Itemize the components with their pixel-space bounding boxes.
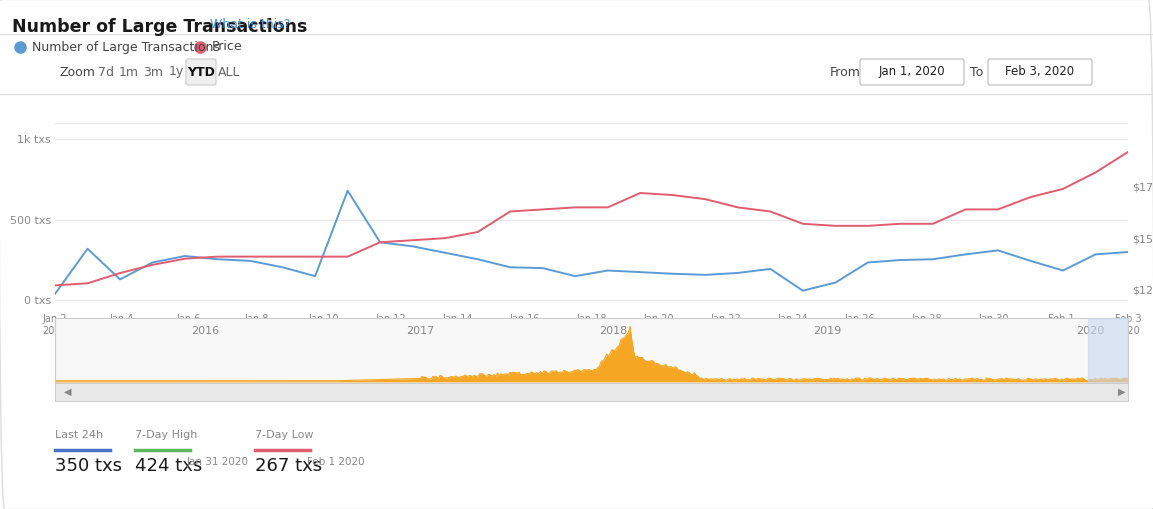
Text: Number of Large Transactions: Number of Large Transactions [32, 41, 220, 53]
Text: ◀: ◀ [63, 387, 71, 397]
Text: 7-Day Low: 7-Day Low [255, 430, 314, 440]
Text: Jan 1, 2020: Jan 1, 2020 [879, 66, 945, 78]
Text: Price: Price [212, 41, 242, 53]
Text: 2016: 2016 [191, 326, 219, 336]
FancyBboxPatch shape [988, 59, 1092, 85]
Bar [1088, 318, 1128, 383]
Text: Jan 31 2020: Jan 31 2020 [187, 457, 249, 467]
Text: ALL: ALL [218, 66, 240, 78]
Text: From: From [830, 66, 861, 78]
Text: ▶: ▶ [1118, 387, 1125, 397]
Text: Feb 1 2020: Feb 1 2020 [307, 457, 364, 467]
Text: YTD: YTD [187, 66, 214, 78]
FancyBboxPatch shape [860, 59, 964, 85]
Text: 2020: 2020 [1076, 326, 1105, 336]
Text: 7d: 7d [98, 66, 114, 78]
Text: Zoom: Zoom [60, 66, 96, 78]
Text: Last 24h: Last 24h [55, 430, 103, 440]
Text: 2018: 2018 [598, 326, 627, 336]
Text: 2017: 2017 [406, 326, 434, 336]
Text: 1y: 1y [168, 66, 183, 78]
Text: 3m: 3m [143, 66, 163, 78]
Text: 1m: 1m [119, 66, 140, 78]
FancyBboxPatch shape [186, 59, 216, 85]
Text: To: To [970, 66, 984, 78]
Text: 424 txs: 424 txs [135, 457, 202, 475]
Text: 267 txs: 267 txs [255, 457, 322, 475]
Text: Number of Large Transactions: Number of Large Transactions [12, 18, 308, 36]
Text: 2019: 2019 [813, 326, 842, 336]
Text: Feb 3, 2020: Feb 3, 2020 [1005, 66, 1075, 78]
Text: What is this?: What is this? [210, 18, 291, 31]
Text: 7-Day High: 7-Day High [135, 430, 197, 440]
Text: 350 txs: 350 txs [55, 457, 122, 475]
